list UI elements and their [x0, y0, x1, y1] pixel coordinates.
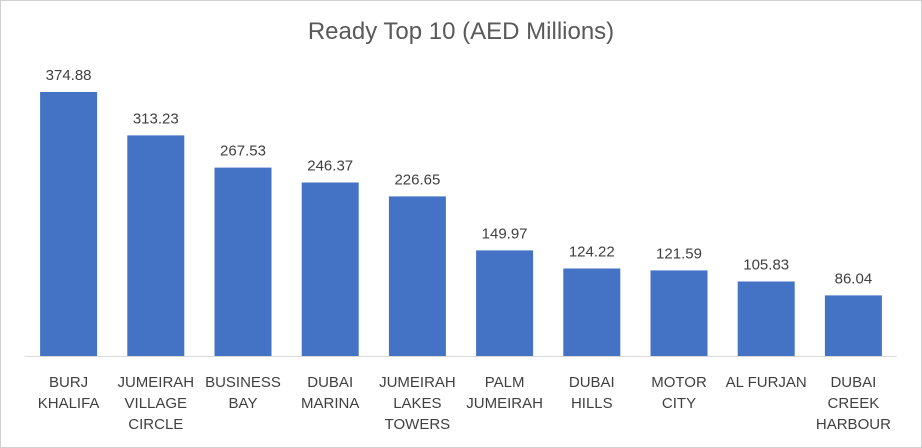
data-label-7: 124.22: [569, 244, 615, 261]
category-label-8: MOTOR CITY: [651, 374, 707, 412]
data-label-10: 86.04: [835, 270, 873, 287]
bar-1: [40, 92, 98, 356]
category-label-4: DUBAI MARINA: [301, 374, 359, 412]
bar-4: [301, 182, 359, 356]
category-label-3: BUSINESS BAY: [205, 374, 281, 412]
category-label-5: JUMEIRAH LAKES TOWERS: [379, 374, 456, 433]
category-label-2: JUMEIRAH VILLAGE CIRCLE: [117, 374, 194, 433]
category-label-6: PALM JUMEIRAH: [466, 374, 543, 412]
bar-7: [563, 268, 621, 356]
bar-2: [127, 135, 185, 356]
chart-title: Ready Top 10 (AED Millions): [307, 18, 615, 45]
data-label-8: 121.59: [656, 245, 702, 262]
bar-3: [214, 167, 272, 356]
category-label-9: AL FURJAN: [726, 374, 807, 391]
data-label-6: 149.97: [482, 225, 528, 242]
data-label-2: 313.23: [133, 110, 179, 127]
data-label-9: 105.83: [743, 257, 789, 274]
bar-5: [388, 196, 446, 356]
category-label-10: DUBAI CREEK HARBOUR: [816, 374, 891, 433]
data-label-4: 246.37: [307, 158, 353, 175]
bar-10: [824, 295, 882, 356]
data-label-5: 226.65: [394, 171, 440, 188]
category-label-1: BURJ KHALIFA: [38, 374, 100, 412]
bar-9: [737, 281, 795, 356]
bar-8: [650, 270, 708, 356]
data-label-1: 374.88: [46, 67, 92, 84]
bar-6: [476, 250, 534, 356]
data-label-3: 267.53: [220, 143, 266, 160]
category-label-7: DUBAI HILLS: [569, 374, 615, 412]
